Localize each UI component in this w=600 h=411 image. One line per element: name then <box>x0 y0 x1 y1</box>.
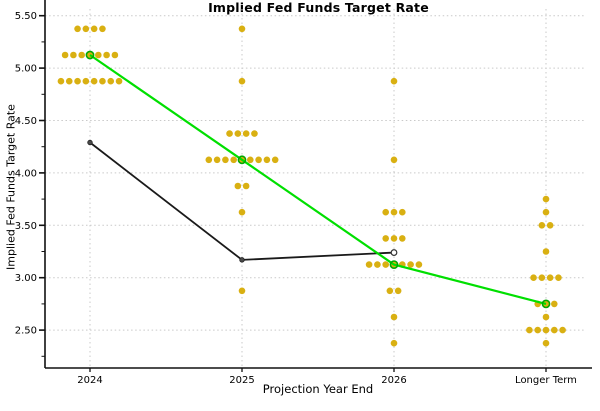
x-tick-label: 2025 <box>229 375 254 386</box>
fomc-dot <box>382 261 390 268</box>
fomc-dot <box>74 77 81 85</box>
fomc-dot <box>82 25 90 33</box>
fomc-dot <box>111 51 119 59</box>
fomc-dot <box>70 51 77 59</box>
fomc-dot <box>399 235 406 242</box>
green-line-marker <box>389 260 399 269</box>
fomc-dot <box>242 182 250 190</box>
fomc-dot <box>542 208 550 216</box>
fomc-dot <box>99 25 106 33</box>
y-tick-label: 3.00 <box>15 273 37 284</box>
fomc-dot <box>222 156 229 164</box>
fomc-dot <box>526 326 533 334</box>
x-axis-label: Projection Year End <box>262 382 374 396</box>
fomc-dot <box>390 77 398 85</box>
fomc-dot <box>382 208 390 216</box>
fomc-dot <box>242 130 250 137</box>
fomc-dot <box>238 208 246 216</box>
fomc-dot <box>90 25 98 33</box>
fomc-dot <box>390 208 398 216</box>
fomc-dot <box>234 130 242 137</box>
fomc-dot <box>99 77 106 85</box>
fomc-dot <box>542 313 550 321</box>
fomc-dot <box>230 156 237 164</box>
green-line-marker <box>541 299 551 309</box>
fomc-dot <box>82 77 90 85</box>
green-line-marker <box>237 155 247 165</box>
fomc-dot <box>65 77 73 85</box>
fomc-dot <box>251 130 258 137</box>
black-line-end-marker <box>390 249 398 256</box>
fomc-dot <box>382 235 390 242</box>
fomc-dot <box>205 156 213 164</box>
y-tick-label: 4.50 <box>15 116 37 127</box>
y-tick-label: 2.50 <box>15 326 37 337</box>
fomc-dot <box>542 300 550 308</box>
fomc-dot <box>61 51 69 59</box>
fomc-dot <box>390 235 398 242</box>
fomc-dot <box>90 77 98 85</box>
y-tick-label: 5.50 <box>15 11 37 22</box>
fomc-dot <box>399 208 406 216</box>
chart-title: Implied Fed Funds Target Rate <box>208 0 429 15</box>
green-line-marker <box>85 50 95 60</box>
fomc-dot <box>386 287 394 295</box>
fomc-dot <box>415 261 423 268</box>
fomc-dot <box>255 156 262 164</box>
x-tick-label: Longer Term <box>515 375 577 386</box>
fomc-dot <box>213 156 221 164</box>
y-tick-label: 5.00 <box>15 64 37 75</box>
fomc-dot <box>115 77 123 85</box>
fomc-dot <box>542 326 550 334</box>
fomc-dot <box>394 287 402 295</box>
fomc-dot <box>546 222 554 229</box>
fomc-dot <box>551 300 558 308</box>
fomc-dot <box>538 222 546 229</box>
fomc-dot <box>551 326 558 334</box>
fomc-dot <box>271 156 279 164</box>
y-tick-label: 4.00 <box>15 168 37 179</box>
fomc-dot <box>78 51 85 59</box>
green-median-line <box>89 54 547 305</box>
fomc-dot <box>390 313 398 321</box>
fomc-dot <box>365 261 373 268</box>
fomc-dot <box>555 274 562 282</box>
fomc-dot <box>247 156 254 164</box>
fomc-dot <box>74 25 81 33</box>
fomc-dot <box>95 51 102 59</box>
fomc-dot <box>538 274 546 282</box>
y-tick-label: 3.50 <box>15 221 37 232</box>
fomc-dot <box>226 130 233 137</box>
fomc-dot <box>238 77 246 85</box>
fomc-dot <box>546 274 554 282</box>
fomc-dot <box>542 339 550 347</box>
fomc-dot <box>534 326 541 334</box>
black-line-marker <box>87 139 93 146</box>
fomc-dot <box>390 339 398 347</box>
fomc-dot <box>103 51 110 59</box>
fomc-dot <box>263 156 271 164</box>
x-tick-label: 2026 <box>381 375 406 386</box>
black-line-marker <box>239 257 245 263</box>
fomc-dot <box>530 274 537 282</box>
x-tick-label: 2024 <box>77 375 102 386</box>
fomc-dot <box>542 195 550 203</box>
fomc-dot <box>559 326 566 334</box>
fomc-dot <box>238 25 246 33</box>
fomc-dot <box>542 248 550 255</box>
fomc-dot <box>374 261 381 268</box>
fomc-dot <box>234 182 242 190</box>
fomc-dot <box>407 261 414 268</box>
fomc-dot <box>57 77 65 85</box>
fomc-dot <box>107 77 115 85</box>
fomc-dot <box>238 287 246 295</box>
fomc-dot <box>390 156 398 164</box>
